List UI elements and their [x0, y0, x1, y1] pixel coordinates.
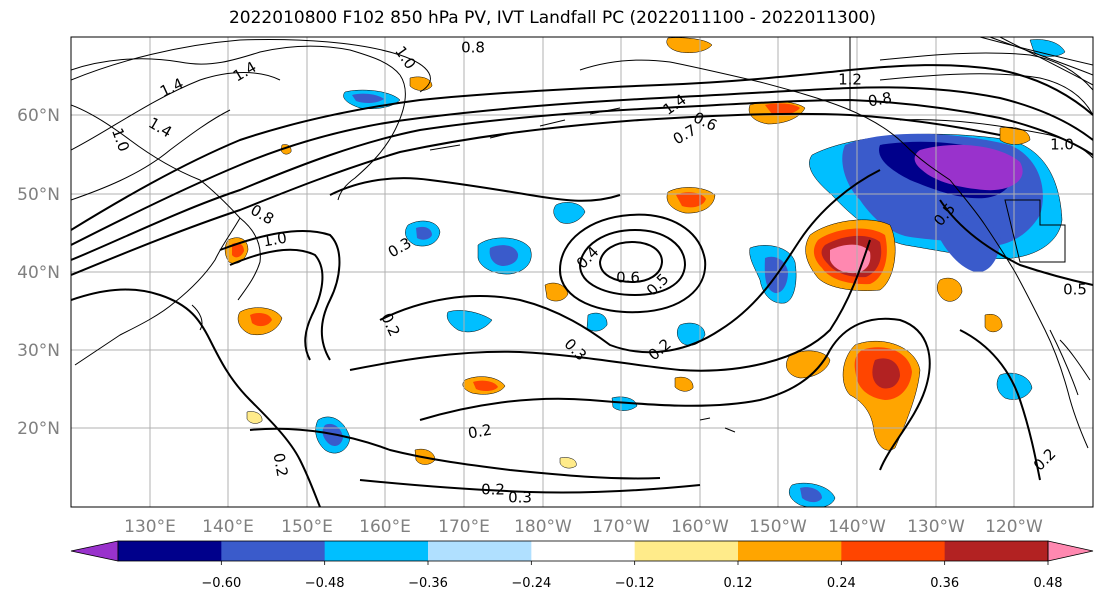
- low-circle-mid: [578, 228, 687, 297]
- contour-label: 0.3: [508, 489, 532, 507]
- colorbar-tick-label: −0.60: [201, 576, 241, 591]
- contour-label: 0.8: [461, 39, 485, 57]
- pv-shading-layer: [224, 37, 1066, 507]
- mid-contour-03: [329, 177, 621, 202]
- lon-label: 140°W: [828, 517, 886, 537]
- colorbar-swatch: [118, 541, 222, 561]
- mid-contour-03-south: [349, 239, 871, 372]
- lon-label: 130°E: [124, 517, 176, 537]
- contour-label: 0.2: [270, 452, 292, 479]
- scattered-blobs: [224, 37, 1066, 507]
- colorbar-tick-label: 0.48: [1034, 576, 1063, 591]
- colorbar-swatch: [634, 541, 739, 561]
- south-contour-03: [359, 479, 701, 494]
- lon-label: 170°W: [592, 517, 650, 537]
- colorbar-swatch: [841, 541, 946, 561]
- colorbar-swatch: [324, 541, 429, 561]
- contour-label: 0.5: [1063, 281, 1087, 299]
- low-circle-outer: [558, 213, 707, 314]
- jet-contour-2: [71, 86, 1093, 246]
- coast-japan: [191, 217, 261, 331]
- colorbar-swatch: [944, 541, 1049, 561]
- south-contour-02: [249, 427, 661, 480]
- mid-contour-02-loop: [419, 317, 931, 471]
- lat-label-30n: 30°N: [17, 341, 60, 361]
- shade-orange-2: [786, 350, 831, 379]
- east-contour-05: [939, 199, 1093, 286]
- jet-contour-4: [71, 112, 1001, 276]
- map-title: 2022010800 F102 850 hPa PV, IVT Landfall…: [228, 8, 876, 28]
- kuroshio-loop-2: [229, 248, 324, 361]
- contour-label: 1.0: [1050, 136, 1074, 154]
- longitude-labels: 130°E 140°E 150°E 160°E 170°E 180°W 170°…: [124, 517, 1043, 537]
- colorbar-tick-label: −0.36: [408, 576, 448, 591]
- west-south-contour: [71, 288, 321, 507]
- jet-contour-3: [71, 98, 1093, 261]
- shade-blue-coast: [938, 214, 1001, 273]
- contour-label: 0.2: [481, 481, 505, 499]
- colorbar-swatch: [738, 541, 842, 561]
- lat-label-60n: 60°N: [17, 106, 60, 126]
- lon-label: 150°E: [281, 517, 333, 537]
- east-contour-02-se: [959, 329, 1041, 481]
- coast-hawaii: [699, 417, 736, 433]
- kuroshio-loop: [219, 229, 341, 361]
- jet-contour-1: [71, 64, 1093, 231]
- shade-purple: [914, 144, 1023, 191]
- lon-label: 160°E: [359, 517, 411, 537]
- contour-label: 1.2: [838, 71, 862, 89]
- colorbar-tick-label: 0.24: [827, 576, 856, 591]
- lon-label: 180°W: [514, 517, 572, 537]
- contour-label: 1.0: [262, 229, 289, 251]
- positive-anomaly-subtropic: [786, 341, 921, 451]
- colorbar-extend-max: [1047, 540, 1094, 562]
- plot-frame: [70, 36, 1094, 508]
- colorbar-swatch: [221, 541, 326, 561]
- latitude-labels: 60°N 50°N 40°N 30°N 20°N: [17, 106, 60, 439]
- lat-label-40n: 40°N: [17, 263, 60, 283]
- positive-anomaly-140w: [805, 219, 896, 291]
- colorbar-tick-label: 0.36: [930, 576, 959, 591]
- colorbar-swatch: [531, 541, 636, 561]
- lon-label: 170°E: [438, 517, 490, 537]
- lon-label: 130°W: [907, 517, 965, 537]
- lon-label: 150°W: [749, 517, 807, 537]
- coast-mexico: [1059, 339, 1091, 381]
- colorbar-swatch: [428, 541, 532, 561]
- colorbar-extend-min: [70, 540, 119, 562]
- colorbar-tick-label: −0.48: [305, 576, 345, 591]
- lon-label: 140°E: [202, 517, 254, 537]
- contour-label: 0.2: [467, 421, 494, 443]
- lat-label-50n: 50°N: [17, 185, 60, 205]
- shade-darkred: [872, 358, 900, 389]
- colorbar-tick-label: −0.12: [615, 576, 655, 591]
- mid-contour-02-south: [379, 169, 881, 354]
- lat-label-20n: 20°N: [17, 419, 60, 439]
- ivt-contours-thick: [71, 64, 1093, 507]
- contour-label: 0.6: [616, 269, 640, 287]
- lon-label: 160°W: [671, 517, 729, 537]
- coast-bc: [1004, 199, 1066, 263]
- coast-north-america: [949, 179, 1089, 449]
- colorbar: −0.60 −0.48 −0.36 −0.24 −0.12 0.12 0.24 0.36 0.4…: [70, 540, 1094, 591]
- lon-label: 120°W: [985, 517, 1043, 537]
- colorbar-tick-label: −0.24: [511, 576, 551, 591]
- plot-area: 0.81.01.41.41.0 1.41.20.81.40.60.7 1.00.81…: [71, 37, 1093, 507]
- low-circle-inner: [598, 240, 664, 284]
- colorbar-outline: [117, 540, 1049, 562]
- contour-label: 0.8: [867, 89, 894, 111]
- colorbar-tick-label: 0.12: [724, 576, 753, 591]
